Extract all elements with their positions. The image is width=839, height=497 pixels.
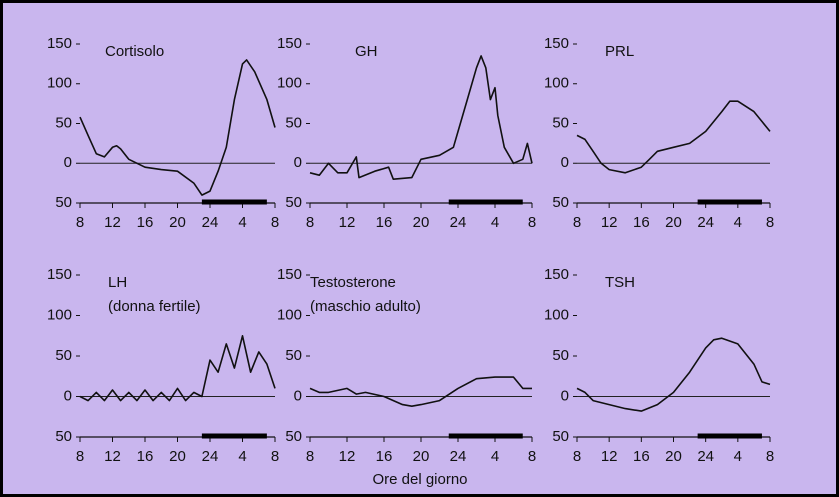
x-tick-label: 20 [169,448,186,465]
x-tick-label: 8 [306,214,314,231]
x-tick-label: 4 [734,214,742,231]
y-tick-label: 50 [55,114,72,131]
y-tick-label: 100 [277,306,302,323]
chart-title: LH [108,274,127,291]
y-tick-label: 50 [55,428,72,445]
y-tick-label: 100 [47,75,72,92]
x-tick-label: 8 [271,448,279,465]
x-tick-label: 20 [169,214,186,231]
y-tick-label: 0 [64,154,72,171]
x-tick-label: 12 [339,214,356,231]
x-tick-label: 4 [734,448,742,465]
y-tick-label: 0 [294,387,302,404]
chart-subtitle: (maschio adulto) [310,298,421,315]
y-tick-label: 0 [561,387,569,404]
x-tick-label: 12 [339,448,356,465]
x-tick-label: 16 [376,448,393,465]
x-tick-label: 24 [202,448,219,465]
x-tick-label: 4 [491,214,499,231]
chart-title: PRL [605,43,634,60]
x-tick-label: 24 [450,214,467,231]
x-tick-label: 24 [202,214,219,231]
x-tick-label: 16 [137,448,154,465]
x-tick-label: 20 [665,448,682,465]
data-line [309,55,533,180]
x-tick-label: 12 [104,214,121,231]
y-tick-label: 100 [544,75,569,92]
y-tick-label: 150 [544,266,569,283]
y-tick-label: 50 [285,194,302,211]
y-tick-label: 150 [47,35,72,52]
x-tick-label: 8 [573,448,581,465]
y-tick-label: 100 [277,75,302,92]
x-tick-label: 12 [601,214,618,231]
x-tick-label: 4 [238,214,246,231]
x-axis-label: Ore del giorno [372,471,467,488]
y-tick-label: 50 [552,347,569,364]
y-tick-label: 0 [64,387,72,404]
x-tick-label: 8 [271,214,279,231]
x-tick-label: 16 [376,214,393,231]
x-tick-label: 8 [766,214,774,231]
data-line [576,337,771,412]
x-tick-label: 16 [137,214,154,231]
y-tick-label: 150 [544,35,569,52]
x-tick-label: 24 [450,448,467,465]
data-line [309,376,532,407]
x-tick-label: 16 [633,214,650,231]
y-tick-label: 150 [277,35,302,52]
y-tick-label: 50 [552,194,569,211]
chart-title: Cortisolo [105,43,164,60]
x-tick-label: 4 [491,448,499,465]
x-tick-label: 8 [306,448,314,465]
y-tick-label: 50 [552,428,569,445]
x-tick-label: 8 [76,214,84,231]
y-tick-label: 0 [294,154,302,171]
data-line [576,100,771,174]
chart-title: Testosterone [310,274,396,291]
x-tick-label: 8 [528,448,536,465]
x-tick-label: 24 [697,448,714,465]
data-line [79,59,276,196]
y-tick-label: 150 [277,266,302,283]
y-tick-label: 150 [47,266,72,283]
data-line [79,335,276,402]
x-tick-label: 20 [665,214,682,231]
y-tick-label: 50 [285,428,302,445]
x-tick-label: 8 [528,214,536,231]
y-tick-label: 50 [285,114,302,131]
x-tick-label: 20 [413,448,430,465]
x-tick-label: 8 [573,214,581,231]
x-tick-label: 16 [633,448,650,465]
y-tick-label: 100 [544,306,569,323]
chart-title: TSH [605,274,635,291]
y-tick-label: 100 [47,306,72,323]
chart-subtitle: (donna fertile) [108,298,201,315]
y-tick-label: 0 [561,154,569,171]
y-tick-label: 50 [552,114,569,131]
x-tick-label: 12 [601,448,618,465]
chart-title: GH [355,43,378,60]
x-tick-label: 24 [697,214,714,231]
x-tick-label: 8 [76,448,84,465]
y-tick-label: 50 [55,347,72,364]
y-tick-label: 50 [55,194,72,211]
x-tick-label: 4 [238,448,246,465]
x-tick-label: 20 [413,214,430,231]
y-tick-label: 50 [285,347,302,364]
x-tick-label: 12 [104,448,121,465]
x-tick-label: 8 [766,448,774,465]
